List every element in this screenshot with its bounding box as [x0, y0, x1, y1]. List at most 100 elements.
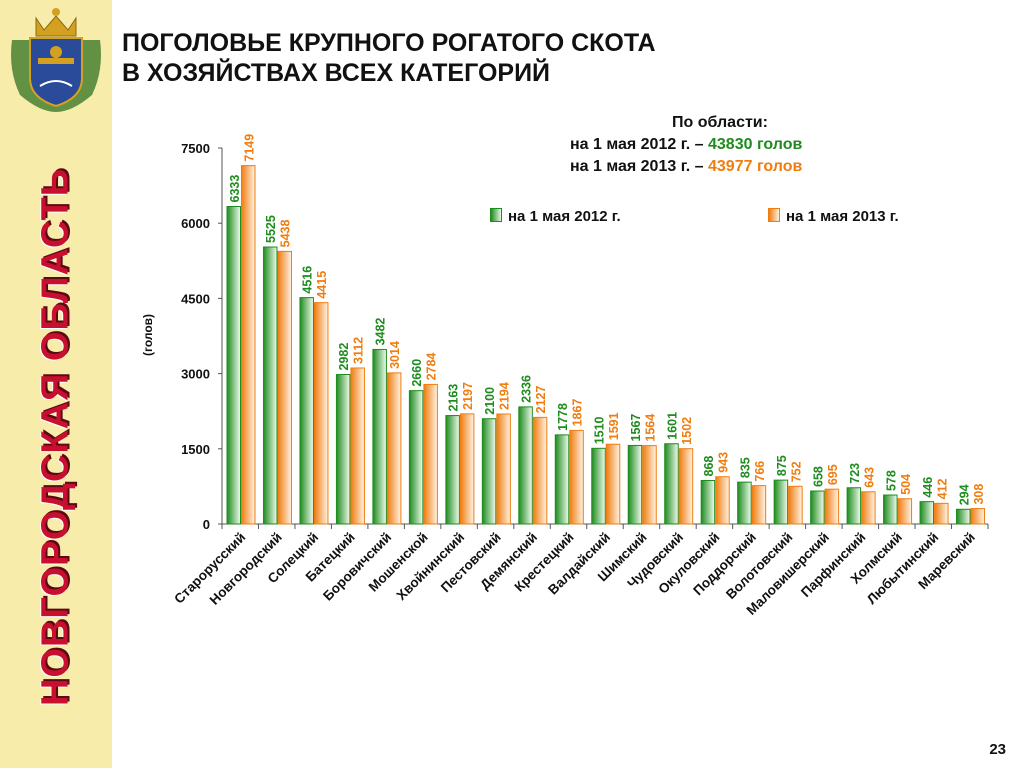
page-title-line-1: ПОГОЛОВЬЕ КРУПНОГО РОГАТОГО СКОТА: [122, 29, 656, 57]
data-label-2013: 1867: [571, 399, 585, 427]
bar-2012: [554, 434, 570, 525]
data-label-2012: 835: [738, 457, 752, 478]
y-tick-label: 4500: [181, 291, 210, 306]
page-number: 23: [989, 741, 1006, 758]
data-label-2013: 2127: [534, 386, 548, 414]
data-label-2013: 766: [753, 461, 767, 482]
data-label-2013: 504: [899, 474, 913, 495]
legend-item-2013: на 1 мая 2013 г.: [768, 208, 899, 225]
data-label-2013: 2197: [461, 382, 475, 410]
bar-2012: [664, 443, 679, 525]
page-title: ПОГОЛОВЬЕ КРУПНОГО РОГАТОГО СКОТА В ХОЗЯ…: [122, 28, 656, 88]
y-tick-label: 7500: [181, 141, 210, 156]
bar-2012: [262, 246, 278, 525]
data-label-2012: 868: [702, 456, 716, 477]
totals-heading: По области:: [672, 114, 768, 131]
data-label-2013: 308: [972, 484, 986, 505]
bar-2012: [810, 490, 825, 525]
bar-2012: [773, 479, 789, 525]
data-label-2013: 1564: [643, 414, 657, 442]
data-label-2012: 294: [957, 484, 971, 505]
y-tick-label: 1500: [181, 442, 210, 457]
bar-2012: [299, 297, 314, 525]
data-label-2013: 1502: [680, 417, 694, 445]
bar-2012: [700, 479, 716, 525]
data-label-2013: 2194: [498, 382, 512, 410]
bar-chart: 0 1500 3000 4500 6000 7500 (голов) 63337149Ста…: [141, 134, 989, 618]
data-label-2012: 1778: [556, 403, 570, 431]
bar-2013: [897, 498, 913, 525]
region-totals: По области: на 1 мая 2012 г. – 43830 гол…: [480, 112, 860, 178]
legend-label-2012: на 1 мая 2012 г.: [508, 208, 621, 225]
data-label-2012: 446: [921, 477, 935, 498]
totals-row-2013: на 1 мая 2013 г. – 43977 голов: [480, 156, 860, 178]
bar-2012: [591, 447, 606, 525]
data-label-2013: 943: [716, 452, 730, 473]
bar-2013: [861, 491, 876, 525]
data-label-2012: 723: [848, 463, 862, 484]
bar-2013: [642, 445, 657, 525]
bar-2012: [445, 415, 460, 525]
bar-2012: [627, 444, 643, 525]
bar-2012: [408, 390, 424, 525]
data-label-2012: 5525: [264, 215, 278, 243]
bar-2013: [496, 413, 511, 525]
bar-2012: [883, 494, 898, 525]
bar-2012: [737, 481, 752, 525]
data-label-2012: 658: [811, 466, 825, 487]
chart-bars: [226, 165, 986, 525]
bar-2012: [226, 206, 241, 525]
bar-2012: [481, 418, 497, 525]
legend-label-2013: на 1 мая 2013 г.: [786, 208, 899, 225]
data-label-2012: 2163: [447, 384, 461, 412]
coat-of-arms-icon: [11, 8, 101, 112]
data-label-2013: 752: [789, 461, 803, 482]
data-label-2013: 3112: [352, 337, 366, 364]
data-label-2012: 2660: [410, 359, 424, 387]
bar-2013: [569, 429, 584, 525]
data-label-2013: 695: [826, 464, 840, 485]
bar-2013: [241, 165, 256, 525]
bar-2013: [277, 250, 292, 525]
bar-2013: [605, 443, 621, 525]
data-label-2012: 1601: [665, 412, 679, 440]
bar-2013: [459, 413, 475, 525]
data-label-2012: 2982: [337, 343, 351, 371]
totals-label-2013: на 1 мая 2013 г. –: [570, 158, 704, 175]
data-label-2012: 578: [884, 470, 898, 491]
totals-value-2012: 43830 голов: [708, 136, 803, 153]
totals-value-2013: 43977 голов: [708, 158, 803, 175]
bar-2012: [372, 348, 387, 525]
bar-2013: [678, 448, 694, 525]
data-label-2012: 4516: [301, 266, 315, 294]
sidebar: НОВГОРОДСКАЯ ОБЛАСТЬ: [0, 0, 112, 768]
data-label-2013: 2784: [425, 353, 439, 381]
y-tick-label: 0: [203, 517, 210, 532]
bar-2013: [532, 416, 548, 525]
bar-2013: [350, 367, 365, 525]
totals-row-2012: на 1 мая 2012 г. – 43830 голов: [480, 134, 860, 156]
bar-2013: [313, 302, 329, 525]
bar-2012: [518, 406, 533, 525]
data-label-2013: 7149: [242, 134, 256, 162]
bar-2013: [386, 372, 402, 525]
bar-2012: [919, 501, 935, 525]
legend-swatch-2013: [768, 208, 780, 222]
bar-2012: [846, 487, 862, 525]
legend-swatch-2012: [490, 208, 502, 222]
bar-2013: [824, 488, 840, 525]
bar-2013: [970, 508, 986, 525]
bar-2013: [751, 485, 767, 525]
bar-2013: [934, 502, 949, 525]
bar-2013: [715, 476, 730, 525]
bar-2012: [956, 508, 971, 525]
bar-2012: [335, 374, 351, 525]
data-label-2012: 2336: [520, 375, 534, 403]
data-label-2012: 2100: [483, 387, 497, 415]
data-label-2012: 3482: [374, 318, 388, 346]
y-axis-label: (голов): [141, 314, 155, 356]
data-label-2012: 1567: [629, 414, 643, 442]
data-label-2012: 6333: [228, 175, 242, 203]
bar-2013: [423, 383, 438, 525]
